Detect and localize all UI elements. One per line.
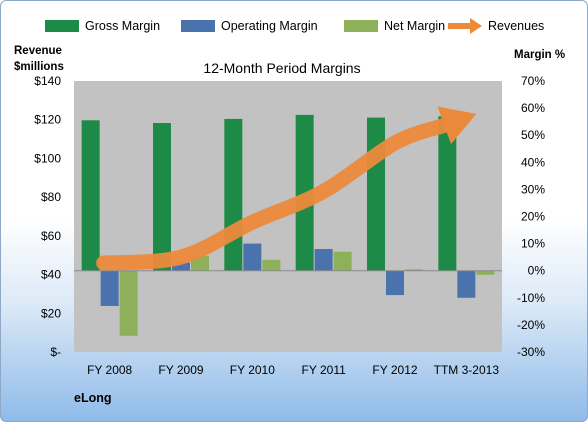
bar-net-margin-5 [476,270,495,275]
category-tick-label: FY 2011 [302,363,347,377]
right-axis-tick-label: -20% [517,318,545,332]
revenues-arrow-layer [96,106,477,271]
left-axis-tick-label: $- [50,345,61,359]
chart-title: 12-Month Period Margins [203,60,360,76]
legend: Gross Margin Operating Margin Net Margin Re… [45,18,544,34]
category-tick-label: TTM 3-2013 [434,363,500,377]
legend-label-net-margin: Net Margin [384,19,445,33]
legend-swatch-operating-margin [181,20,215,32]
bar-gross-margin-1 [153,123,171,271]
left-axis-tick-label: $120 [34,113,61,127]
right-axis-tick-label: 70% [521,74,545,88]
legend-label-operating-margin: Operating Margin [221,19,318,33]
bar-gross-margin-0 [81,120,100,271]
right-axis-tick-label: 20% [521,210,545,224]
legend-label-gross-margin: Gross Margin [85,19,160,33]
bar-operating-margin-5 [457,270,476,298]
right-axis-tick-label: 50% [521,128,545,142]
left-axis-tick-label: $20 [41,306,61,320]
axes-layer: $140 $120 $100 $80 $60 $40 $20 $- 70% 60% 50% 40% 30… [34,74,545,377]
legend-label-revenues: Revenues [488,19,544,33]
left-axis-tick-label: $80 [41,190,61,204]
bar-net-margin-2 [262,259,281,271]
left-axis-tick-label: $100 [34,151,61,165]
left-axis-title-line1: Revenue [14,45,62,57]
bar-operating-margin-0 [100,270,119,306]
right-axis-tick-label: 60% [521,101,545,115]
revenues-arrow-shaft [96,117,452,271]
right-axis-tick-label: 10% [521,237,545,251]
category-tick-label: FY 2010 [230,363,275,377]
right-axis-tick-label: 40% [521,155,545,169]
bar-gross-margin-2 [224,118,243,271]
left-axis-tick-label: $40 [41,268,61,282]
category-tick-label: FY 2012 [372,363,417,377]
bar-gross-margin-4 [367,117,385,271]
bar-net-margin-4 [405,269,423,271]
left-axis-title-line2: $millions [14,61,64,73]
bar-gross-margin-5 [438,116,457,271]
category-tick-label: FY 2008 [87,363,132,377]
bar-operating-margin-1 [172,262,190,271]
legend-swatch-revenues-arrowhead [470,18,482,34]
right-axis-tick-label: -30% [517,345,545,359]
right-axis-tick-label: 0% [528,264,546,278]
category-tick-label: FY 2009 [158,363,203,377]
bar-operating-margin-4 [386,270,404,296]
right-axis-tick-label: 30% [521,182,545,196]
right-axis-title: Margin % [514,49,565,61]
bar-net-margin-3 [333,251,352,271]
bar-operating-margin-2 [243,243,262,271]
company-brand-label: eLong [74,391,112,405]
revenues-arrow-head [437,106,477,145]
legend-swatch-net-margin [344,20,378,32]
bar-operating-margin-3 [314,249,333,271]
left-axis-tick-label: $60 [41,229,61,243]
left-axis-tick-label: $140 [34,74,61,88]
right-axis-tick-label: -10% [517,291,545,305]
bar-net-margin-0 [119,270,138,336]
legend-swatch-gross-margin [45,20,79,32]
